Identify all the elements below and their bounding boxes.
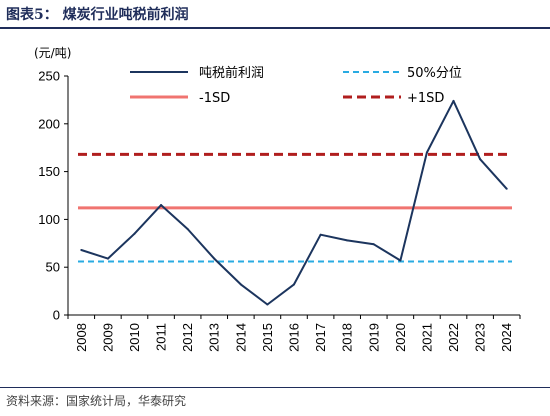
data-point bbox=[106, 257, 109, 260]
source-divider bbox=[0, 387, 550, 388]
data-point bbox=[372, 243, 375, 246]
x-tick-label: 2014 bbox=[233, 323, 248, 352]
data-point bbox=[452, 99, 455, 102]
data-point bbox=[319, 233, 322, 236]
source-note: 资料来源：国家统计局，华泰研究 bbox=[6, 394, 187, 408]
x-tick-label: 2019 bbox=[366, 323, 381, 352]
y-tick-label: 0 bbox=[53, 308, 60, 323]
y-tick-label: 50 bbox=[46, 260, 60, 275]
x-tick-labels: 2008 2009 2010 2011 2012 2013 2014 2015 2016 2017… bbox=[74, 323, 514, 352]
figure-title: 图表5： 煤炭行业吨税前利润 bbox=[6, 7, 189, 23]
x-tick-label: 2023 bbox=[473, 323, 488, 352]
data-point bbox=[479, 158, 482, 161]
x-tick-label: 2013 bbox=[207, 323, 222, 352]
data-point bbox=[346, 239, 349, 242]
x-tick-label: 2008 bbox=[74, 323, 89, 352]
title-divider bbox=[0, 27, 550, 29]
legend-label-median: 50%分位 bbox=[407, 66, 462, 81]
data-point bbox=[293, 283, 295, 286]
x-tick-label: 2021 bbox=[419, 323, 434, 352]
data-point bbox=[505, 187, 508, 190]
x-tick-label: 2012 bbox=[180, 323, 195, 352]
data-series bbox=[80, 99, 508, 306]
y-tick-labels: 0 50 100 150 200 250 bbox=[38, 69, 60, 323]
x-tick-label: 2024 bbox=[499, 323, 514, 352]
data-point bbox=[186, 227, 189, 230]
legend-label-plus-1sd: +1SD bbox=[407, 91, 444, 106]
data-point bbox=[133, 232, 136, 235]
data-point bbox=[80, 248, 83, 251]
data-point bbox=[213, 257, 216, 260]
x-tick-label: 2011 bbox=[154, 323, 169, 351]
x-tick-label: 2020 bbox=[393, 323, 408, 352]
x-tick-label: 2010 bbox=[127, 323, 142, 352]
data-point bbox=[266, 303, 269, 306]
y-tick-label: 200 bbox=[38, 116, 60, 131]
x-tick-label: 2015 bbox=[260, 323, 275, 352]
reference-lines bbox=[78, 152, 512, 263]
legend-label-minus-1sd: -1SD bbox=[199, 91, 230, 106]
y-tick-label: 100 bbox=[38, 212, 60, 227]
data-point bbox=[239, 283, 242, 286]
y-tick-label: 250 bbox=[38, 69, 60, 84]
axes bbox=[64, 75, 521, 319]
x-tick-label: 2009 bbox=[100, 323, 115, 352]
x-tick-label: 2018 bbox=[340, 323, 355, 352]
series-line bbox=[80, 99, 508, 306]
legend-label-line: 吨税前利润 bbox=[199, 65, 264, 81]
x-tick-label: 2016 bbox=[287, 323, 302, 352]
x-tick-label: 2022 bbox=[446, 323, 461, 352]
unit-label: (元/吨) bbox=[34, 46, 71, 60]
data-point bbox=[160, 204, 163, 207]
data-point bbox=[399, 259, 402, 262]
y-tick-label: 150 bbox=[38, 164, 60, 179]
legend: 吨税前利润 50%分位 -1SD +1SD bbox=[130, 65, 462, 106]
x-tick-label: 2017 bbox=[313, 323, 328, 352]
data-point bbox=[425, 151, 428, 154]
